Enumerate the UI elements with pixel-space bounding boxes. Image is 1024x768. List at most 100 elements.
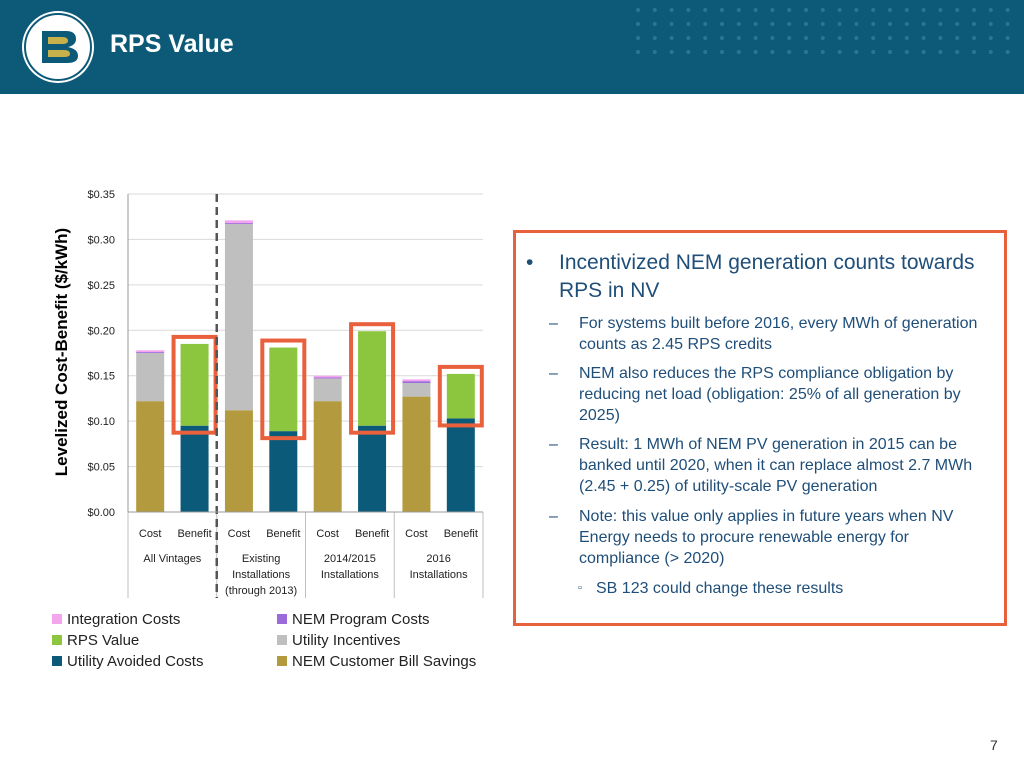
decor-dot: [904, 22, 909, 26]
bar-segment: [136, 352, 165, 353]
decor-dot: [636, 8, 640, 12]
decor-dot: [988, 8, 993, 12]
decor-dot: [703, 8, 708, 12]
decor-dot: [972, 22, 976, 26]
y-axis-title: Levelized Cost-Benefit ($/kWh): [52, 228, 71, 476]
x-category-label: Benefit: [444, 528, 478, 540]
page-title: RPS Value: [110, 30, 234, 58]
highlight-box: [260, 338, 307, 441]
decor-dot: [669, 22, 674, 26]
x-category-label: Cost: [405, 528, 428, 540]
decor-dot: [753, 22, 758, 26]
x-group-label: 2014/2015: [324, 553, 376, 565]
y-tick-label: $0.35: [87, 189, 115, 201]
callout-subsub-text: SB 123 could change these results: [596, 580, 844, 597]
decor-dot: [669, 50, 674, 54]
page-number: 7: [990, 737, 998, 753]
legend-item: Utility Incentives: [277, 631, 400, 651]
callout-sub-text: For systems built before 2016, every MWh…: [579, 315, 978, 353]
bar-segment: [358, 425, 387, 512]
decor-dot: [955, 50, 960, 54]
decor-dot: [1005, 8, 1010, 12]
decor-dot: [669, 8, 674, 12]
decor-dot: [888, 36, 892, 40]
legend-item: Utility Avoided Costs: [52, 652, 203, 672]
decor-dot: [686, 36, 691, 40]
callout-main-bullet: • Incentivized NEM generation counts tow…: [526, 249, 986, 305]
legend-swatch: [52, 656, 62, 666]
decor-dot: [938, 22, 943, 26]
decor-dot: [972, 8, 976, 12]
x-group-label: Installations: [410, 569, 469, 581]
logo-mark-icon: [24, 13, 92, 81]
x-group-label: Installations: [321, 569, 380, 581]
x-group-label: Existing: [242, 553, 281, 565]
bar-segment: [136, 353, 165, 402]
x-category-label: Benefit: [177, 528, 211, 540]
decor-dot: [837, 8, 842, 12]
legend-swatch: [277, 635, 287, 645]
callout-sub-text: Note: this value only applies in future …: [579, 508, 954, 567]
square-marker: ▫: [578, 582, 582, 594]
bar-segment: [269, 431, 298, 512]
decor-dot: [703, 22, 708, 26]
bar-segment: [402, 396, 431, 512]
y-tick-label: $0.15: [87, 371, 115, 383]
company-logo: [22, 11, 94, 83]
decor-dot: [820, 36, 825, 40]
decor-dot: [703, 50, 708, 54]
legend-label: Integration Costs: [67, 611, 181, 628]
x-group-label: All Vintages: [143, 553, 201, 565]
decor-dot: [888, 50, 892, 54]
decor-dot: [921, 50, 926, 54]
decor-dot: [938, 8, 943, 12]
decor-dot: [988, 22, 993, 26]
decor-dot: [837, 36, 842, 40]
decor-dot: [686, 22, 691, 26]
decor-dot: [720, 50, 724, 54]
decor-dot: [854, 36, 859, 40]
y-tick-label: $0.10: [87, 416, 115, 428]
bar-segment: [313, 401, 342, 512]
bar-segment: [313, 377, 342, 379]
x-category-label: Cost: [228, 528, 251, 540]
decor-dot: [904, 36, 909, 40]
decor-dot: [921, 8, 926, 12]
callout-subsub-bullet: ▫ SB 123 could change these results: [578, 578, 978, 599]
decor-dot: [636, 22, 640, 26]
decor-dot: [938, 36, 943, 40]
legend-swatch: [277, 656, 287, 666]
bar-segment: [402, 381, 431, 383]
decor-dot: [736, 8, 741, 12]
legend-swatch: [52, 614, 62, 624]
bar-segment: [313, 375, 342, 378]
legend-label: Utility Avoided Costs: [67, 653, 204, 670]
highlight-box: [437, 364, 484, 428]
decor-dot: [854, 8, 859, 12]
decor-dot: [938, 50, 943, 54]
bar-segment: [269, 347, 298, 432]
decor-dot: [837, 22, 842, 26]
y-tick-label: $0.30: [87, 234, 115, 246]
callout-sub-text: NEM also reduces the RPS compliance obli…: [579, 365, 961, 424]
decor-dot: [720, 8, 724, 12]
decor-dot: [988, 36, 993, 40]
x-group-label: (through 2013): [225, 585, 297, 597]
x-category-label: Benefit: [355, 528, 389, 540]
decor-dot: [770, 8, 775, 12]
decor-dot: [871, 8, 876, 12]
decor-dot: [686, 8, 691, 12]
decor-dot: [1005, 50, 1010, 54]
decor-dot: [955, 22, 960, 26]
bar-segment: [180, 425, 209, 512]
decor-dot: [804, 8, 808, 12]
bar-segment: [180, 343, 209, 426]
legend-label: NEM Customer Bill Savings: [292, 653, 477, 670]
decor-dot: [1005, 22, 1010, 26]
decor-dot: [770, 22, 775, 26]
decor-dot: [904, 8, 909, 12]
y-tick-label: $0.05: [87, 462, 115, 474]
bar-segment: [358, 331, 387, 426]
legend-swatch: [52, 635, 62, 645]
callout-sub-bullet: – Note: this value only applies in futur…: [549, 506, 989, 569]
